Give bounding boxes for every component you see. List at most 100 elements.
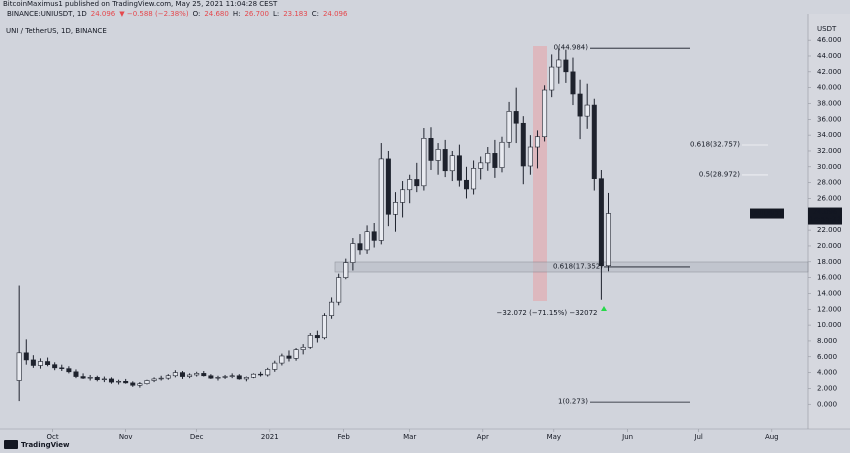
candle-body [307, 335, 313, 348]
logo: TradingView [21, 441, 70, 449]
x-tick-label: Dec [190, 433, 204, 441]
candle-body [101, 378, 107, 381]
symbol-line: BINANCE:UNIUSDT, 1D 24.096 ▼ −0.588 (−2.38… [7, 10, 348, 18]
candle-body [272, 362, 278, 370]
ohlc-key: H: [233, 10, 241, 18]
x-tick-label: Nov [119, 433, 133, 441]
y-tick-label: 36.000 [817, 115, 842, 123]
candle-body [478, 162, 484, 169]
candle-body [336, 277, 342, 303]
candle-body [506, 111, 512, 143]
x-tick-label: Mar [403, 433, 416, 441]
candle-body [527, 146, 533, 167]
candle-body [520, 122, 526, 167]
ohlc-value: 24.680 [204, 10, 229, 18]
y-tick-label: 0.000 [817, 400, 837, 408]
ohlc-key: L: [273, 10, 279, 18]
y-tick-label: 40.000 [817, 84, 842, 92]
candle-body [364, 231, 370, 251]
candle-body [279, 355, 285, 364]
change: ▼ −0.588 (−2.38%) [119, 10, 189, 18]
y-tick-label: 26.000 [817, 194, 842, 202]
candle-body [605, 213, 611, 267]
candle-body [286, 355, 292, 359]
candle-body [194, 373, 200, 376]
y-tick-label: 20.000 [817, 242, 842, 250]
fib-label: 0.618(17.352) [553, 262, 603, 270]
x-tick-label: Feb [337, 433, 350, 441]
y-tick-label: 8.000 [817, 337, 837, 345]
marker-arrow [601, 306, 607, 311]
candle-body [165, 375, 171, 379]
candle-body [179, 372, 185, 377]
candle-body [300, 346, 306, 350]
x-tick-label: May [547, 433, 561, 441]
candle-body [293, 349, 299, 359]
y-tick-label: 22.000 [817, 226, 842, 234]
candle-body [407, 179, 413, 191]
candle-body [534, 136, 540, 148]
candle-body [314, 335, 320, 339]
symbol-tag: UNIUSDT [751, 210, 783, 218]
candle-body [73, 371, 79, 377]
y-tick-label: 34.000 [817, 131, 842, 139]
candle-body [449, 155, 455, 172]
candle-body [598, 178, 604, 267]
candle-body [392, 202, 398, 215]
candle-body [329, 301, 335, 316]
candle-body [52, 364, 58, 369]
x-tick-label: Apr [477, 433, 489, 441]
candle-body [542, 89, 548, 138]
candle-body [59, 367, 65, 369]
candle-body [456, 155, 462, 181]
fib-label: 0.5(28.972) [699, 170, 740, 178]
fib-label: 0(44.984) [554, 44, 589, 52]
last-price: 24.096 [91, 10, 116, 18]
y-tick-label: 38.000 [817, 99, 842, 107]
y-tick-label: 14.000 [817, 289, 842, 297]
y-tick-label: 4.000 [817, 369, 837, 377]
candle-body [172, 372, 178, 377]
candle-body [591, 104, 597, 179]
candle-body [116, 381, 122, 383]
ohlc-value: 24.096 [323, 10, 348, 18]
candle-body [371, 231, 377, 241]
price-tag: 24.096 [813, 208, 838, 216]
ohlc-value: 26.700 [244, 10, 269, 18]
candle-body [400, 189, 406, 203]
candle-body [492, 153, 498, 168]
candle-body [215, 377, 221, 379]
ohlc-value: 23.183 [283, 10, 308, 18]
candle-body [250, 373, 256, 378]
candle-body [556, 59, 562, 68]
y-tick-label: 2.000 [817, 384, 837, 392]
y-tick-label: 6.000 [817, 353, 837, 361]
candle-body [499, 141, 505, 168]
candle-body [357, 243, 363, 251]
candle-body [158, 377, 164, 380]
candle-body [350, 243, 356, 263]
price-tag-bg [808, 207, 842, 225]
x-tick-label: Oct [46, 433, 58, 441]
candle-body [208, 375, 214, 379]
y-tick-label: 18.000 [817, 258, 842, 266]
candle-body [435, 149, 441, 161]
y-tick-label: 16.000 [817, 274, 842, 282]
candle-body [471, 168, 477, 190]
candle-body [442, 149, 448, 172]
candle-body [30, 359, 36, 366]
y-tick-label: 30.000 [817, 163, 842, 171]
y-tick-label: 12.000 [817, 305, 842, 313]
chart-title: UNI / TetherUS, 1D, BINANCE [6, 27, 107, 35]
candle-body [549, 66, 555, 91]
candle-body [513, 111, 519, 124]
candle-body [94, 377, 100, 381]
candle-body [343, 262, 349, 278]
y-tick-label: 46.000 [817, 36, 842, 44]
candle-body [428, 138, 434, 161]
candle-body [187, 374, 193, 377]
candle-body [385, 158, 391, 215]
y-tick-label: 28.000 [817, 179, 842, 187]
candle-body [265, 369, 271, 376]
